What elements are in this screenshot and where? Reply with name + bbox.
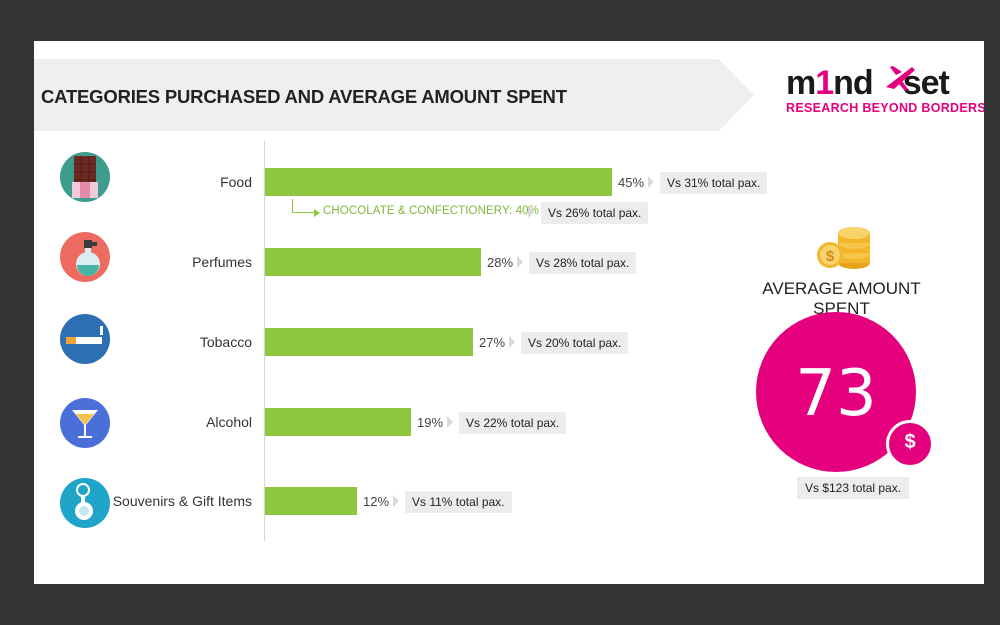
svg-text:$: $ <box>826 248 835 265</box>
chevron-right-icon <box>509 336 515 348</box>
keychain-icon <box>60 478 110 528</box>
page-title: CATEGORIES PURCHASED AND AVERAGE AMOUNT … <box>41 86 567 107</box>
bar-food <box>265 168 612 196</box>
comparison-food: Vs 31% total pax. <box>660 172 768 194</box>
sub-item-label: CHOCOLATE & CONFECTIONERY: 40% <box>323 205 540 217</box>
chevron-right-icon <box>393 495 399 507</box>
value-label-alcohol: 19% <box>417 415 444 430</box>
airplane-icon <box>886 66 915 91</box>
sub-item-comparison: Vs 26% total pax. <box>541 202 649 224</box>
chevron-right-icon <box>517 256 523 268</box>
slide: CATEGORIES PURCHASED AND AVERAGE AMOUNT … <box>34 41 984 584</box>
category-label-perfumes: Perfumes <box>192 254 252 270</box>
value-label-tobacco: 27% <box>479 335 506 350</box>
cigarette-icon <box>60 314 110 364</box>
logo-wordmark: m1nd set <box>786 64 950 102</box>
average-comparison: Vs $123 total pax. <box>797 477 910 499</box>
currency-symbol: $ <box>904 431 916 453</box>
comparison-alcohol: Vs 22% total pax. <box>459 412 567 434</box>
chevron-right-icon <box>447 416 453 428</box>
value-label-food: 45% <box>618 175 645 190</box>
chocolate-icon <box>60 152 110 202</box>
chart-axis-line <box>264 141 265 541</box>
perfume-icon <box>60 232 110 282</box>
value-label-souvenirs: 12% <box>363 494 390 509</box>
sub-item-connector <box>292 199 316 213</box>
comparison-perfumes: Vs 28% total pax. <box>529 252 637 274</box>
brand-logo: m1nd set RESEARCH BEYOND BORDERS <box>786 63 984 119</box>
bar-souvenirs <box>265 487 357 515</box>
arrow-right-icon <box>314 209 320 217</box>
average-value: 73 <box>795 357 877 431</box>
comparison-souvenirs: Vs 11% total pax. <box>405 491 512 513</box>
cocktail-icon <box>60 398 110 448</box>
category-label-souvenirs: Souvenirs & Gift Items <box>112 493 252 509</box>
value-label-perfumes: 28% <box>487 255 514 270</box>
chevron-right-icon <box>528 206 534 218</box>
category-label-tobacco: Tobacco <box>199 334 252 350</box>
category-label-food: Food <box>220 174 252 190</box>
bar-tobacco <box>265 328 473 356</box>
currency-badge <box>886 420 934 468</box>
bar-alcohol <box>265 408 411 436</box>
bar-perfumes <box>265 248 481 276</box>
category-label-alcohol: Alcohol <box>206 414 252 430</box>
logo-tagline: RESEARCH BEYOND BORDERS <box>786 101 984 115</box>
title-band <box>34 59 754 131</box>
comparison-tobacco: Vs 20% total pax. <box>521 332 629 354</box>
coins-icon: $ <box>817 227 870 269</box>
chevron-right-icon <box>648 176 654 188</box>
